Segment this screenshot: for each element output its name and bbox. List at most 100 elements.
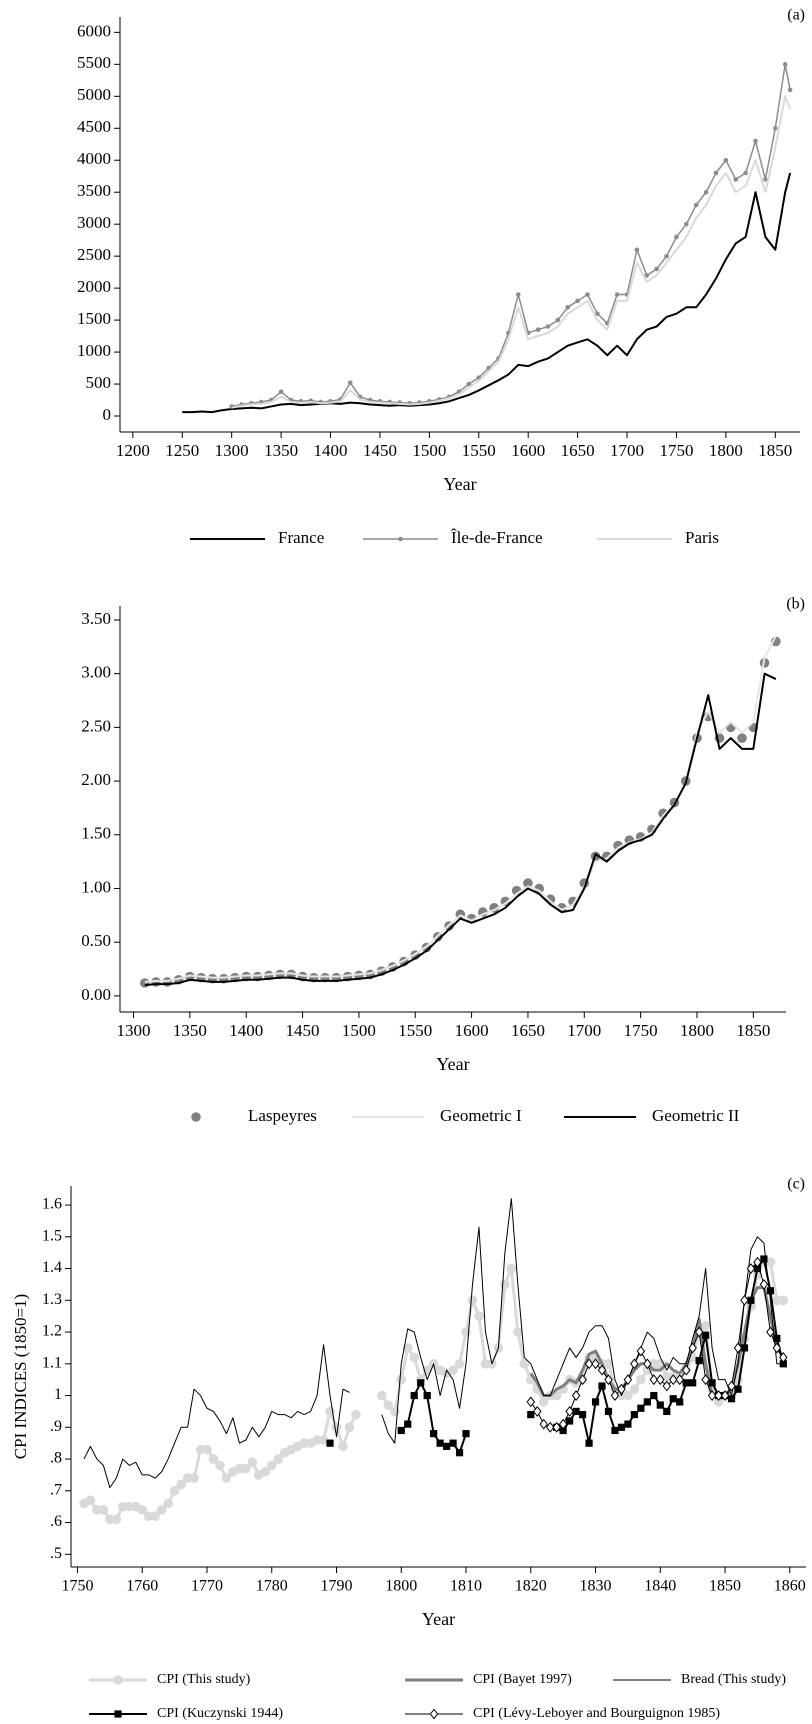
data-point <box>779 1352 788 1363</box>
data-point <box>318 1435 329 1445</box>
data-point <box>273 1454 284 1464</box>
x-tick-label: 1750 <box>624 1021 658 1040</box>
data-point <box>759 1279 769 1290</box>
data-point <box>326 1439 334 1447</box>
data-point <box>247 1457 258 1468</box>
y-tick-label: 1.00 <box>81 877 111 896</box>
y-tick-label: 1000 <box>77 341 111 360</box>
data-point <box>526 1396 536 1408</box>
data-point <box>410 1391 418 1400</box>
x-tick-label: 1350 <box>264 441 298 460</box>
y-tick-label: 0.50 <box>81 931 111 950</box>
data-point <box>466 381 472 387</box>
data-point <box>597 1364 607 1376</box>
data-point <box>766 1326 775 1338</box>
x-tick-label: 1550 <box>462 441 496 460</box>
data-point <box>565 305 571 310</box>
data-point <box>737 733 747 743</box>
x-tick-label: 1840 <box>644 1578 676 1595</box>
y-tick-label: 5500 <box>77 53 111 72</box>
data-point <box>624 1420 632 1428</box>
data-point <box>338 1441 348 1452</box>
y-tick-label: 1.2 <box>42 1323 62 1340</box>
data-point <box>266 1460 277 1471</box>
data-point <box>747 1296 755 1304</box>
data-point <box>617 1423 626 1431</box>
series-line <box>231 95 792 409</box>
series-line <box>144 635 777 983</box>
data-point <box>727 1395 736 1403</box>
x-tick-label: 1860 <box>774 1578 806 1595</box>
data-point <box>519 1359 530 1369</box>
x-axis-title: Year <box>443 474 476 494</box>
data-point <box>578 1374 587 1386</box>
y-tick-label: .7 <box>50 1481 62 1498</box>
data-point <box>693 202 699 208</box>
y-tick-label: .9 <box>50 1418 62 1435</box>
x-tick-label: 1760 <box>126 1578 158 1595</box>
data-point <box>714 1390 723 1401</box>
data-point <box>591 1358 600 1370</box>
x-tick-label: 1300 <box>215 441 249 460</box>
x-tick-label: 1400 <box>314 441 348 460</box>
data-point <box>347 380 353 386</box>
data-point <box>467 1295 478 1306</box>
data-point <box>713 1397 724 1407</box>
data-point <box>397 1426 405 1435</box>
legend-marker <box>114 1710 122 1718</box>
y-tick-label: 3000 <box>77 213 111 232</box>
data-point <box>202 1444 212 1455</box>
legend-label: Paris <box>685 528 719 547</box>
data-point <box>545 1421 555 1433</box>
data-point <box>535 327 541 332</box>
data-point <box>584 1358 594 1370</box>
data-point <box>688 1342 697 1354</box>
data-point <box>743 170 748 176</box>
x-tick-label: 1300 <box>117 1021 151 1040</box>
y-tick-label: 1500 <box>77 309 111 328</box>
data-point <box>733 177 739 182</box>
data-point <box>516 292 521 297</box>
x-axis-title: Year <box>436 1054 469 1074</box>
x-tick-label: 1650 <box>561 441 595 460</box>
data-point <box>700 1320 711 1331</box>
data-point <box>111 1514 122 1525</box>
data-point <box>462 1430 470 1438</box>
data-point <box>558 1418 568 1430</box>
x-tick-label: 1820 <box>515 1578 547 1595</box>
data-point <box>430 1430 438 1438</box>
data-point <box>708 1379 716 1387</box>
series-line <box>556 1258 785 1445</box>
data-point <box>656 1374 665 1386</box>
data-point <box>773 1334 781 1342</box>
data-point <box>674 234 679 240</box>
y-tick-label: 2000 <box>77 277 111 296</box>
data-point <box>474 1311 484 1321</box>
panel-label: (c) <box>787 1176 805 1193</box>
y-tick-label: 1.5 <box>42 1227 62 1244</box>
data-point <box>662 1380 672 1392</box>
data-point <box>782 62 788 67</box>
data-point <box>555 317 561 323</box>
data-point <box>740 1294 749 1306</box>
data-point <box>630 1411 638 1419</box>
x-tick-label: 1450 <box>286 1021 320 1040</box>
data-point <box>689 1379 697 1387</box>
data-point <box>753 1256 762 1268</box>
data-point <box>208 1454 219 1464</box>
data-point <box>733 1342 743 1354</box>
data-point <box>623 1374 633 1386</box>
data-point <box>595 311 600 317</box>
data-point <box>578 1411 587 1419</box>
data-point <box>675 1374 684 1386</box>
y-tick-label: 1.1 <box>42 1354 62 1371</box>
data-point <box>740 1344 749 1352</box>
data-point <box>139 978 150 988</box>
y-tick-label: .5 <box>50 1545 62 1562</box>
data-point <box>643 1398 651 1406</box>
data-point <box>513 1327 523 1337</box>
data-point <box>449 1439 457 1447</box>
x-tick-label: 1400 <box>229 1021 263 1040</box>
y-tick-label: 4500 <box>77 117 111 136</box>
